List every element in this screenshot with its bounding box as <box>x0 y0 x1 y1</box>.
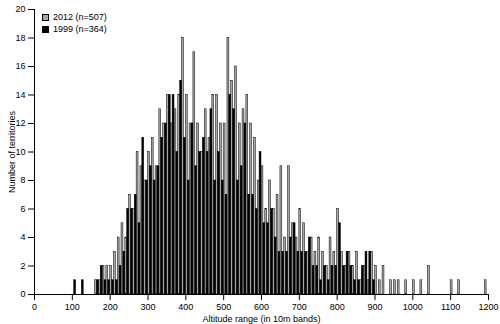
svg-text:Altitude range (in 10m bands): Altitude range (in 10m bands) <box>202 314 320 324</box>
svg-text:0: 0 <box>32 302 37 312</box>
svg-text:4: 4 <box>20 232 25 242</box>
svg-text:18: 18 <box>15 33 25 43</box>
svg-text:20: 20 <box>15 4 25 14</box>
svg-text:2: 2 <box>20 261 25 271</box>
svg-text:300: 300 <box>140 302 155 312</box>
svg-text:1200: 1200 <box>478 302 498 312</box>
svg-text:900: 900 <box>367 302 382 312</box>
svg-text:12: 12 <box>15 118 25 128</box>
svg-text:8: 8 <box>20 175 25 185</box>
html-text:2012 (n=507): 2012 (n=507) <box>53 12 107 22</box>
svg-text:100: 100 <box>65 302 80 312</box>
svg-text:500: 500 <box>216 302 231 312</box>
svg-text:14: 14 <box>15 90 25 100</box>
svg-text:1100: 1100 <box>441 302 460 312</box>
svg-text:0: 0 <box>20 289 25 299</box>
svg-text:400: 400 <box>178 302 193 312</box>
svg-text:600: 600 <box>254 302 269 312</box>
svg-text:10: 10 <box>15 147 25 157</box>
svg-text:700: 700 <box>292 302 307 312</box>
svg-text:6: 6 <box>20 204 25 214</box>
svg-text:800: 800 <box>330 302 345 312</box>
svg-text:16: 16 <box>15 61 25 71</box>
svg-text:1000: 1000 <box>403 302 423 312</box>
svg-text:200: 200 <box>103 302 118 312</box>
html-text:1999 (n=364): 1999 (n=364) <box>53 24 107 34</box>
svg-text:Number of territories: Number of territories <box>7 110 17 193</box>
